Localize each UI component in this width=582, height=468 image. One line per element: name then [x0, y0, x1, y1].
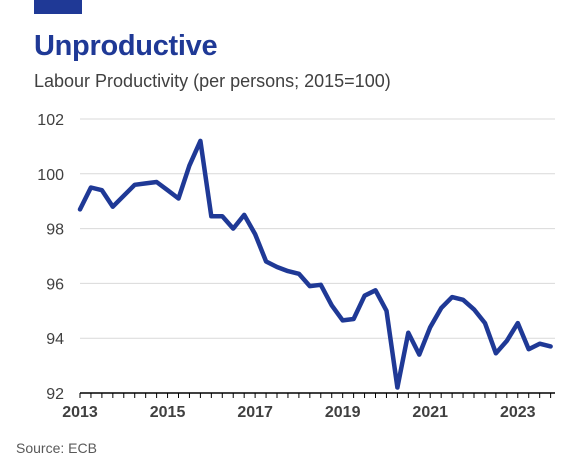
series-layer — [77, 138, 553, 390]
tick-labels: 92 94 96 98 100 102 2013 2015 2017 2019 2021 2023 — [37, 112, 535, 421]
y-tick-label: 98 — [46, 222, 64, 239]
x-tick-label: 2023 — [500, 404, 536, 421]
line-chart: 92 94 96 98 100 102 2013 2015 2017 2019 2021 2023 — [37, 112, 555, 421]
top-accent-bar — [34, 0, 82, 14]
y-tick-label: 102 — [37, 112, 64, 129]
x-tick-label: 2019 — [325, 404, 361, 421]
x-tick-label: 2021 — [412, 404, 448, 421]
series-line — [77, 138, 553, 390]
chart-title: Unproductive — [34, 30, 218, 62]
gridlines — [80, 118, 555, 339]
y-tick-label: 92 — [46, 386, 64, 403]
x-tick-label: 2013 — [62, 404, 98, 421]
source-note: Source: ECB — [16, 440, 97, 456]
x-tick-label: 2017 — [237, 404, 273, 421]
x-axis — [79, 392, 555, 398]
y-tick-label: 100 — [37, 167, 64, 184]
x-tick-label: 2015 — [150, 404, 186, 421]
y-tick-label: 94 — [46, 331, 64, 348]
y-tick-label: 96 — [46, 276, 64, 293]
chart-subtitle: Labour Productivity (per persons; 2015=1… — [34, 71, 391, 91]
